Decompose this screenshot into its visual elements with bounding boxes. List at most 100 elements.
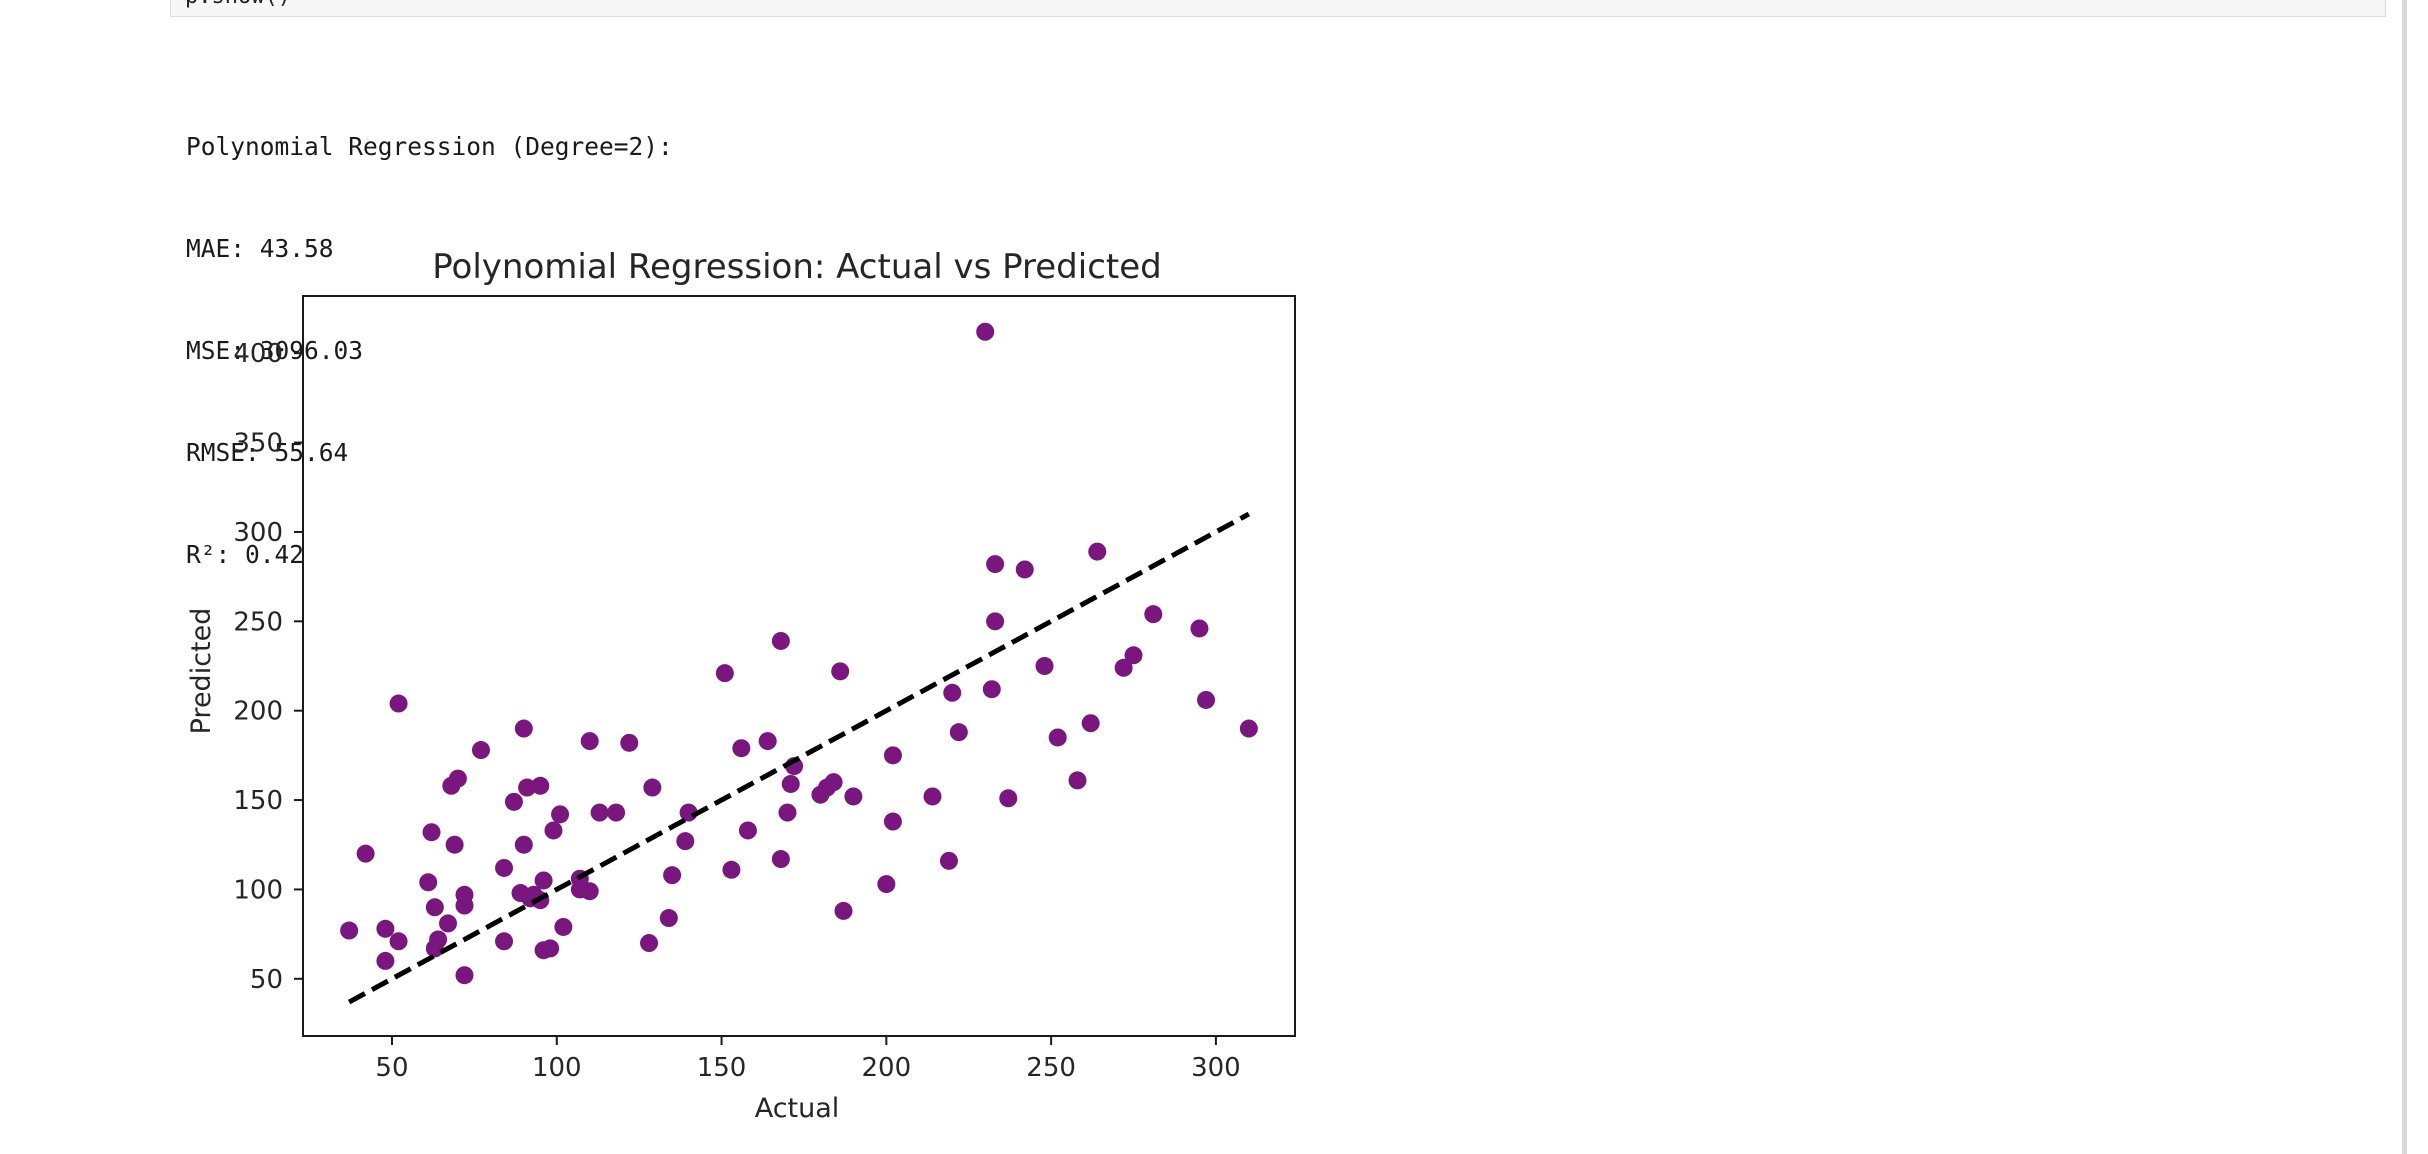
data-point: [1144, 605, 1163, 624]
x-axis-label: Actual: [755, 1093, 840, 1124]
data-point: [722, 860, 741, 879]
y-axis-label: Predicted: [186, 608, 217, 735]
x-tick-label: 50: [375, 1053, 408, 1083]
chart-title: Polynomial Regression: Actual vs Predict…: [432, 247, 1161, 287]
data-point: [738, 821, 757, 840]
code-cell-input[interactable]: p.show(): [170, 0, 2386, 17]
data-point: [471, 741, 490, 760]
y-tick-label: 100: [233, 875, 283, 905]
y-tick-label: 150: [233, 786, 283, 816]
y-axis: 50 100 150 200 250 300 350 400: [233, 339, 303, 995]
data-point: [1088, 542, 1107, 561]
data-point: [1068, 771, 1087, 790]
data-point: [376, 951, 395, 970]
data-point: [939, 851, 958, 870]
scatter-points: [340, 322, 1258, 985]
data-point: [640, 934, 659, 953]
data-point: [1190, 619, 1209, 638]
data-point: [1239, 719, 1258, 738]
data-point: [518, 778, 537, 797]
y-tick-label: 350: [233, 429, 283, 459]
data-point: [943, 683, 962, 702]
data-point: [844, 787, 863, 806]
x-axis: 50 100 150 200 250 300: [375, 1036, 1241, 1083]
data-point: [1048, 728, 1067, 747]
data-point: [824, 773, 843, 792]
data-point: [607, 803, 626, 822]
data-point: [663, 866, 682, 885]
data-point: [1124, 646, 1143, 665]
output-line-rmse: RMSE: 55.64: [186, 438, 349, 467]
data-point: [1197, 690, 1216, 709]
data-point: [986, 555, 1005, 574]
data-point: [419, 873, 438, 892]
data-point: [834, 901, 853, 920]
data-point: [1081, 714, 1100, 733]
data-point: [982, 680, 1001, 699]
data-point: [356, 844, 375, 863]
data-point: [781, 774, 800, 793]
data-point: [389, 694, 408, 713]
data-point: [495, 858, 514, 877]
data-point: [389, 932, 408, 951]
output-line-r2: R²: 0.42: [186, 540, 305, 569]
data-point: [422, 823, 441, 842]
x-tick-label: 150: [697, 1053, 747, 1083]
x-tick-label: 250: [1026, 1053, 1076, 1083]
reference-line: [347, 511, 1251, 1005]
data-point: [514, 835, 533, 854]
data-point: [771, 631, 790, 650]
data-point: [949, 723, 968, 742]
data-point: [590, 803, 609, 822]
data-point: [778, 803, 797, 822]
data-point: [425, 898, 444, 917]
data-point: [544, 821, 563, 840]
data-point: [448, 769, 467, 788]
x-tick-label: 200: [862, 1053, 912, 1083]
data-point: [771, 850, 790, 869]
data-point: [376, 919, 395, 938]
data-point: [455, 896, 474, 915]
data-point: [923, 787, 942, 806]
data-point: [495, 932, 514, 951]
data-point: [883, 746, 902, 765]
data-point: [877, 875, 896, 894]
data-point: [1114, 658, 1133, 677]
plot-area-frame: [302, 295, 1296, 1037]
output-line-heading: Polynomial Regression (Degree=2):: [186, 132, 673, 161]
vertical-scrollbar[interactable]: [2402, 0, 2407, 1154]
data-point: [999, 789, 1018, 808]
data-point: [732, 739, 751, 758]
y-tick-label: 400: [233, 339, 283, 369]
data-point: [643, 778, 662, 797]
cell-output-text: Polynomial Regression (Degree=2): MAE: 4…: [186, 62, 673, 640]
data-point: [580, 732, 599, 751]
code-cell-text: p.show(): [185, 0, 291, 9]
data-point: [531, 776, 550, 795]
x-tick-label: 100: [532, 1053, 582, 1083]
data-point: [659, 909, 678, 928]
data-point: [1035, 657, 1054, 675]
data-point: [883, 812, 902, 831]
output-line-mae: MAE: 43.58: [186, 234, 334, 263]
y-tick-label: 300: [233, 518, 283, 548]
data-point: [620, 733, 639, 752]
output-line-mse: MSE: 3096.03: [186, 336, 364, 365]
data-point: [676, 832, 695, 851]
data-point: [455, 966, 474, 985]
y-tick-label: 250: [233, 607, 283, 637]
data-point: [758, 732, 777, 751]
data-point: [340, 921, 359, 940]
data-point: [1015, 560, 1034, 579]
data-point: [976, 322, 995, 341]
data-point: [439, 914, 458, 933]
data-point: [551, 805, 570, 824]
y-tick-label: 50: [250, 965, 283, 995]
data-point: [831, 662, 850, 681]
data-point: [986, 612, 1005, 631]
data-point: [429, 930, 448, 949]
x-tick-label: 300: [1191, 1053, 1241, 1083]
y-tick-label: 200: [233, 697, 283, 727]
